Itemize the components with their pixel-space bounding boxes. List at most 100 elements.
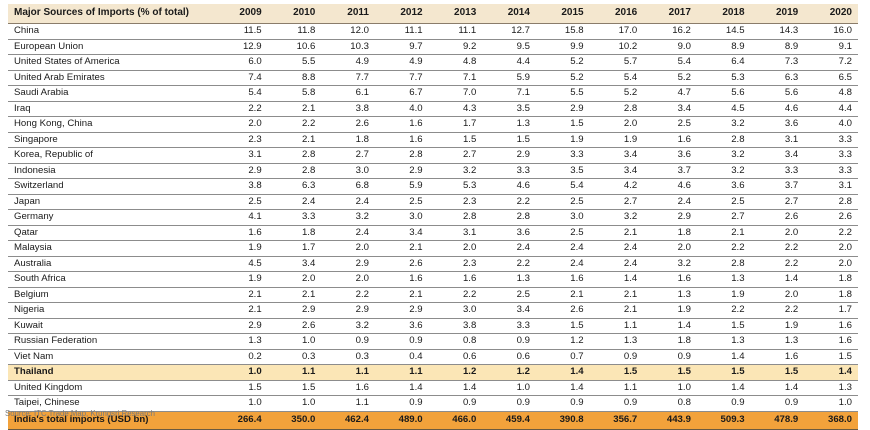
value-cell: 2.9 (374, 163, 429, 179)
value-cell: 2.9 (267, 302, 322, 319)
table-body: China 11.5 11.8 12.0 11.1 11.1 12.7 15.8 17.0 16.… (8, 23, 858, 430)
value-cell: 2.0 (589, 116, 644, 133)
value-cell: 5.3 (696, 70, 751, 86)
country-name: Australia (8, 256, 214, 272)
value-cell: 9.7 (374, 39, 429, 55)
country-name: Japan (8, 194, 214, 210)
value-cell: 1.6 (643, 271, 697, 288)
value-cell: 10.6 (267, 39, 322, 55)
value-cell: 2.8 (267, 147, 322, 164)
value-cell: 4.0 (374, 101, 429, 117)
value-cell: 3.3 (750, 163, 805, 179)
value-cell: 4.9 (374, 54, 429, 71)
value-cell: 1.0 (267, 333, 322, 350)
value-cell: 0.8 (643, 395, 697, 412)
value-cell: 6.3 (750, 70, 805, 86)
value-cell: 5.6 (696, 85, 751, 102)
value-cell: 1.5 (535, 116, 590, 133)
value-cell: 6.7 (374, 85, 429, 102)
value-cell: 7.7 (374, 70, 429, 86)
value-cell: 2.4 (643, 194, 697, 210)
value-cell: 5.2 (535, 54, 590, 71)
value-cell: 3.3 (804, 163, 858, 179)
country-name: European Union (8, 39, 214, 55)
value-cell: 1.3 (696, 271, 751, 288)
year-header: 2016 (589, 4, 644, 24)
value-cell: 1.9 (589, 132, 644, 148)
value-cell: 2.6 (750, 209, 805, 226)
value-cell: 1.5 (750, 364, 805, 381)
value-cell: 1.6 (750, 349, 805, 365)
value-cell: 7.3 (750, 54, 805, 71)
value-cell: 3.5 (535, 163, 590, 179)
value-cell: 2.1 (589, 302, 644, 319)
value-cell: 1.2 (482, 364, 536, 381)
value-cell: 1.1 (589, 380, 644, 396)
value-cell: 16.2 (643, 23, 697, 40)
value-cell: 2.9 (535, 101, 590, 117)
value-cell: 2.4 (267, 194, 322, 210)
value-cell: 0.9 (321, 333, 375, 350)
value-cell: 0.9 (535, 395, 590, 412)
value-cell: 5.4 (535, 178, 590, 195)
value-cell: 1.4 (374, 380, 429, 396)
value-cell: 2.2 (321, 287, 375, 303)
value-cell: 2.4 (589, 256, 644, 272)
value-cell: 1.8 (804, 271, 858, 288)
value-cell: 1.7 (804, 302, 858, 319)
value-cell: 7.1 (428, 70, 483, 86)
year-header: 2014 (482, 4, 536, 24)
value-cell: 2.1 (214, 287, 268, 303)
value-cell: 3.3 (482, 163, 536, 179)
value-cell: 390.8 (535, 411, 590, 430)
value-cell: 2.0 (267, 271, 322, 288)
value-cell: 2.2 (428, 287, 483, 303)
value-cell: 5.7 (589, 54, 644, 71)
value-cell: 1.3 (482, 271, 536, 288)
value-cell: 1.4 (535, 380, 590, 396)
value-cell: 5.9 (374, 178, 429, 195)
country-name: United States of America (8, 54, 214, 71)
value-cell: 15.8 (535, 23, 590, 40)
value-cell: 3.2 (696, 147, 751, 164)
value-cell: 0.9 (750, 395, 805, 412)
country-name: Viet Nam (8, 349, 214, 365)
value-cell: 1.2 (535, 333, 590, 350)
value-cell: 2.7 (750, 194, 805, 210)
value-cell: 3.8 (214, 178, 268, 195)
header-row: Major Sources of Imports (% of total) 20… (8, 4, 858, 24)
value-cell: 1.0 (804, 395, 858, 412)
value-cell: 1.9 (214, 271, 268, 288)
value-cell: 1.3 (804, 380, 858, 396)
value-cell: 2.8 (696, 256, 751, 272)
value-cell: 2.5 (535, 194, 590, 210)
value-cell: 1.5 (482, 132, 536, 148)
value-cell: 3.1 (428, 225, 483, 241)
value-cell: 0.9 (482, 333, 536, 350)
value-cell: 0.2 (214, 349, 268, 365)
value-cell: 1.4 (428, 380, 483, 396)
value-cell: 4.9 (321, 54, 375, 71)
year-header: 2017 (643, 4, 697, 24)
value-cell: 4.8 (428, 54, 483, 71)
value-cell: 3.1 (750, 132, 805, 148)
value-cell: 9.5 (482, 39, 536, 55)
value-cell: 2.3 (428, 256, 483, 272)
value-cell: 2.0 (321, 271, 375, 288)
table-row: China 11.5 11.8 12.0 11.1 11.1 12.7 15.8 17.0 16.… (8, 23, 858, 40)
value-cell: 2.5 (696, 194, 751, 210)
value-cell: 4.5 (696, 101, 751, 117)
table-row: Switzerland 3.8 6.3 6.8 5.9 5.3 4.6 5.4 4.2 4.6 3.… (8, 178, 858, 195)
year-header: 2019 (750, 4, 805, 24)
value-cell: 2.2 (750, 240, 805, 257)
table-row: South Africa 1.9 2.0 2.0 1.6 1.6 1.3 1.6 1.4 1.6 1… (8, 271, 858, 288)
value-cell: 11.1 (374, 23, 429, 40)
value-cell: 0.9 (589, 349, 644, 365)
value-cell: 2.1 (589, 287, 644, 303)
country-name: Russian Federation (8, 333, 214, 350)
year-header: 2010 (267, 4, 322, 24)
value-cell: 2.4 (321, 194, 375, 210)
value-cell: 0.9 (589, 395, 644, 412)
value-cell: 10.2 (589, 39, 644, 55)
value-cell: 2.9 (214, 163, 268, 179)
